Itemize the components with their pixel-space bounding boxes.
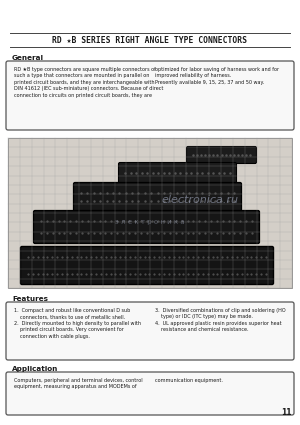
FancyBboxPatch shape xyxy=(74,182,242,212)
FancyBboxPatch shape xyxy=(20,246,274,284)
Text: 3.  Diversified combinations of clip and soldering (HO
    type) or IDC (ITC typ: 3. Diversified combinations of clip and … xyxy=(155,308,286,332)
Text: Application: Application xyxy=(12,366,58,372)
Text: 11: 11 xyxy=(281,408,292,417)
FancyBboxPatch shape xyxy=(118,162,236,184)
Text: RD ★B type connectors are square multiple connectors of
such a type that connect: RD ★B type connectors are square multipl… xyxy=(14,67,164,98)
FancyBboxPatch shape xyxy=(34,210,260,244)
FancyBboxPatch shape xyxy=(187,147,256,164)
Text: optimized for labor saving of harness work and for
improved reliability of harne: optimized for labor saving of harness wo… xyxy=(155,67,279,85)
Text: communication equipment.: communication equipment. xyxy=(155,378,223,383)
Text: Computers, peripheral and terminal devices, control
equipment, measuring apparat: Computers, peripheral and terminal devic… xyxy=(14,378,142,389)
Text: Features: Features xyxy=(12,296,48,302)
FancyBboxPatch shape xyxy=(6,302,294,360)
Text: э л е к т р о н и к а: э л е к т р о н и к а xyxy=(115,219,185,225)
Text: General: General xyxy=(12,55,44,61)
Text: electronica.ru: electronica.ru xyxy=(161,195,238,205)
FancyBboxPatch shape xyxy=(6,372,294,415)
Bar xyxy=(8,138,292,288)
FancyBboxPatch shape xyxy=(6,61,294,130)
Text: 1.  Compact and robust like conventional D sub
    connectors, thanks to use of : 1. Compact and robust like conventional … xyxy=(14,308,141,339)
Text: RD ★B SERIES RIGHT ANGLE TYPE CONNECTORS: RD ★B SERIES RIGHT ANGLE TYPE CONNECTORS xyxy=(52,36,247,45)
